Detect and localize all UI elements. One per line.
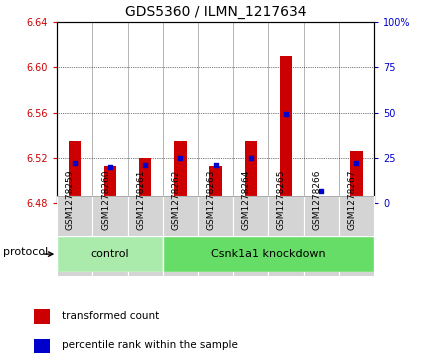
- Point: [71, 160, 78, 166]
- Point: [353, 160, 360, 166]
- Bar: [245, 141, 257, 203]
- Bar: [69, 141, 81, 203]
- Text: Csnk1a1 knockdown: Csnk1a1 knockdown: [211, 249, 326, 259]
- Point: [282, 111, 290, 117]
- Bar: [34, 309, 50, 324]
- Bar: [104, 166, 116, 203]
- Text: GSM1278259: GSM1278259: [66, 170, 75, 230]
- Bar: [128, 196, 163, 276]
- Bar: [139, 158, 151, 203]
- Text: GSM1278265: GSM1278265: [277, 170, 286, 230]
- Bar: [280, 56, 292, 203]
- Bar: [92, 196, 128, 276]
- Bar: [315, 202, 327, 203]
- Bar: [268, 196, 304, 276]
- Text: GSM1278262: GSM1278262: [172, 170, 180, 230]
- Text: percentile rank within the sample: percentile rank within the sample: [62, 340, 238, 350]
- Text: GSM1278267: GSM1278267: [348, 170, 356, 230]
- Text: GSM1278263: GSM1278263: [207, 170, 216, 230]
- Bar: [209, 166, 222, 203]
- Bar: [57, 196, 92, 276]
- Text: control: control: [91, 249, 129, 259]
- Point: [142, 162, 149, 168]
- Point: [247, 155, 254, 161]
- Text: GSM1278264: GSM1278264: [242, 170, 251, 230]
- Title: GDS5360 / ILMN_1217634: GDS5360 / ILMN_1217634: [125, 5, 306, 19]
- Point: [212, 162, 219, 168]
- Bar: [304, 196, 339, 276]
- Text: transformed count: transformed count: [62, 311, 159, 321]
- Bar: [174, 141, 187, 203]
- Text: GSM1278260: GSM1278260: [101, 170, 110, 230]
- Point: [318, 188, 325, 193]
- Text: GSM1278266: GSM1278266: [312, 170, 321, 230]
- Text: protocol: protocol: [3, 247, 48, 257]
- Point: [106, 164, 114, 170]
- Bar: [339, 196, 374, 276]
- Bar: [350, 151, 363, 203]
- Bar: [163, 196, 198, 276]
- Bar: [34, 339, 50, 353]
- Bar: [57, 236, 163, 272]
- Bar: [198, 196, 233, 276]
- Bar: [163, 236, 374, 272]
- Text: GSM1278261: GSM1278261: [136, 170, 145, 230]
- Point: [177, 155, 184, 161]
- Bar: [233, 196, 268, 276]
